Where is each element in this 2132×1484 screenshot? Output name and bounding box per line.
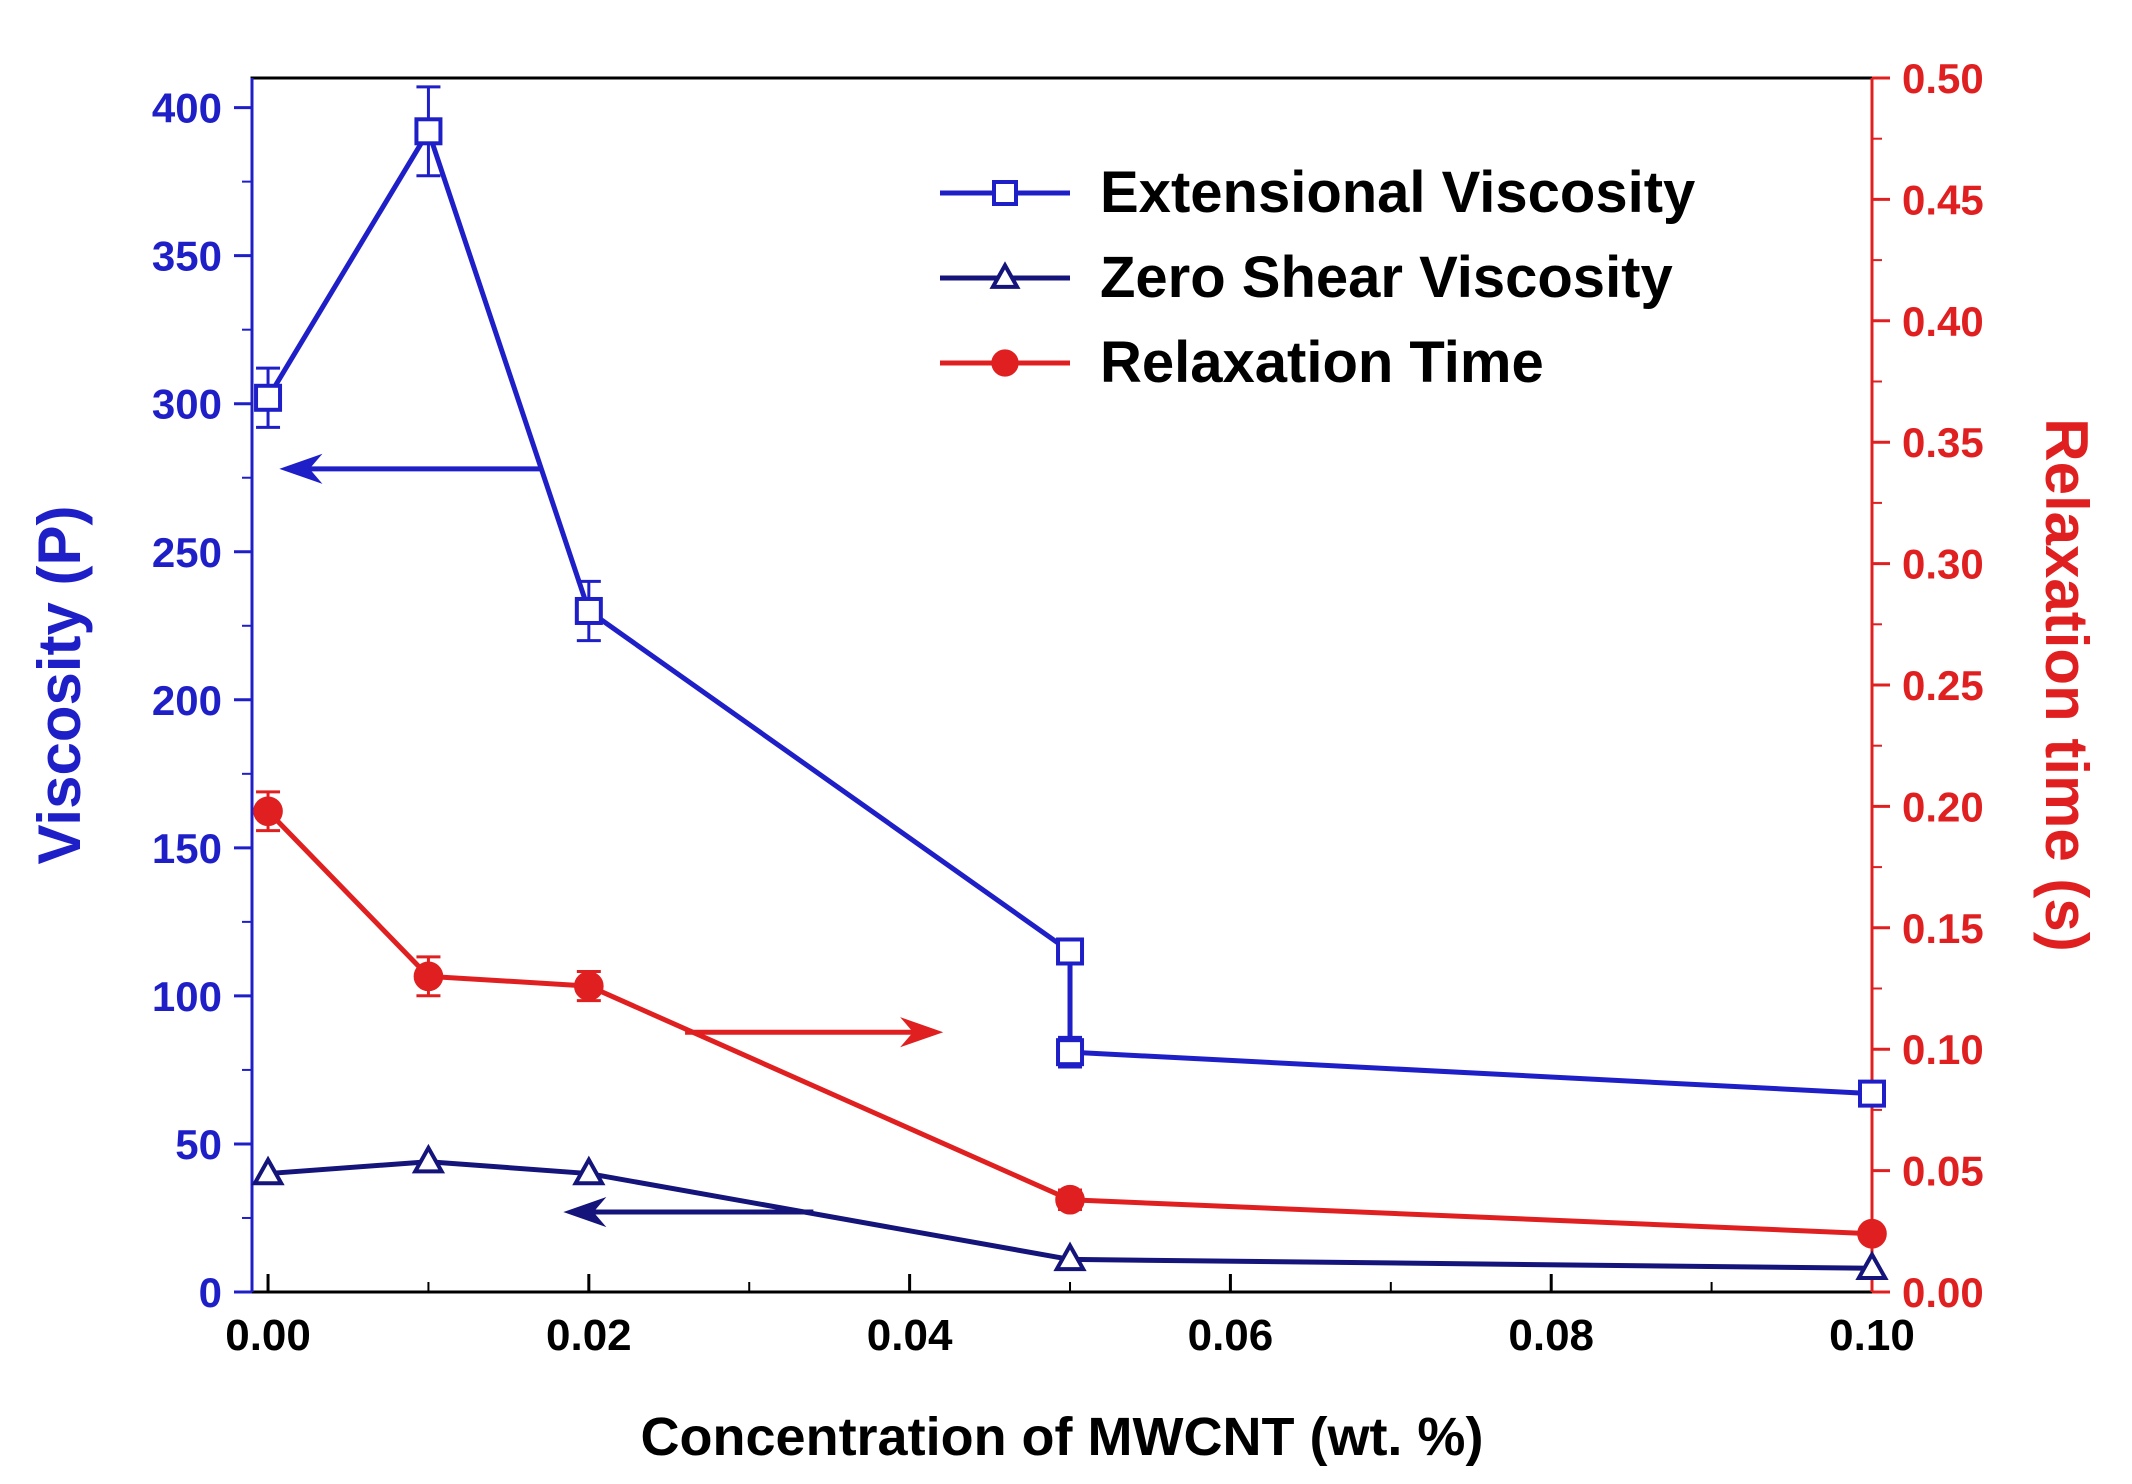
left-y-tick-label: 150 [152,825,222,872]
series-layer [251,85,1889,1280]
data-point [572,1155,606,1186]
right-y-tick-label: 0.45 [1902,176,1984,223]
legend-entry: Relaxation Time [940,330,1544,395]
x-tick-label: 0.04 [867,1311,953,1360]
data-point [1053,1241,1087,1272]
data-point [251,1155,285,1186]
data-point [1855,1250,1889,1280]
series-relaxation-time [253,790,1887,1249]
direction-arrow [685,1017,944,1048]
series-line [265,128,1873,1097]
left-y-tick-label: 100 [152,973,222,1020]
left-y-tick-label: 0 [199,1269,222,1316]
direction-arrow [563,1196,814,1228]
direction-arrow [279,453,541,484]
right-y-tick-label: 0.00 [1902,1269,1984,1316]
data-point [414,117,443,146]
left-y-axis: 0 50 100 150 200 250 300 350 400 [152,78,254,1316]
left-y-axis-title: Viscosity (P) [26,505,93,864]
data-point [1857,1218,1887,1249]
x-tick-label: 0.08 [1508,1311,1594,1360]
right-y-tick-label: 0.10 [1902,1026,1984,1073]
arrow-head [563,1196,607,1228]
x-tick-label: 0.00 [225,1311,311,1360]
left-y-tick-label: 300 [152,381,222,428]
right-y-tick-label: 0.50 [1902,55,1984,102]
data-point [1858,1079,1886,1108]
data-point [413,961,444,992]
x-tick-label: 0.02 [546,1311,632,1360]
right-y-tick-label: 0.05 [1902,1148,1984,1195]
data-point [574,596,603,625]
right-y-axis: 0.00 0.05 0.10 0.15 0.20 0.25 0.30 0.35 0.40 0.45… [1870,55,1984,1316]
legend-marker [989,261,1021,289]
data-point [411,1143,446,1174]
arrow-head [279,453,323,484]
left-y-tick-label: 200 [152,677,222,724]
legend-marker [991,349,1019,377]
annotation-layer [279,453,944,1228]
x-tick-label: 0.10 [1829,1311,1915,1360]
right-y-tick-label: 0.15 [1902,905,1984,952]
legend-entry: Extensional Viscosity [940,160,1695,225]
legend-label: Relaxation Time [1100,330,1544,395]
arrow-head [900,1017,944,1048]
legend-label: Extensional Viscosity [1100,160,1695,225]
legend-label: Zero Shear Viscosity [1100,245,1673,310]
data-point [1056,937,1085,966]
left-y-tick-label: 50 [175,1121,222,1168]
left-y-tick-label: 350 [152,233,222,280]
right-y-tick-label: 0.25 [1902,662,1984,709]
right-y-tick-label: 0.35 [1902,419,1984,466]
series-zero-shear-viscosity [251,1143,1889,1280]
right-y-tick-label: 0.20 [1902,783,1984,830]
data-point [1056,1038,1085,1067]
legend: Extensional Viscosity Zero Shear Viscosit… [940,160,1695,395]
data-point [253,796,283,827]
x-axis-title: Concentration of MWCNT (wt. %) [641,1407,1484,1467]
legend-marker [992,180,1018,206]
right-y-axis-title: Relaxation time (s) [2033,418,2100,951]
left-y-tick-label: 250 [152,529,222,576]
series-extensional-viscosity [254,85,1886,1108]
right-y-tick-label: 0.30 [1902,541,1984,588]
data-point [574,971,604,1001]
right-y-tick-label: 0.40 [1902,298,1984,345]
data-point [1055,1184,1085,1215]
x-tick-label: 0.06 [1188,1311,1274,1360]
left-y-tick-label: 400 [152,85,222,132]
data-point [254,383,283,412]
x-axis: 0.00 0.02 0.04 0.06 0.08 0.10 [225,1274,1915,1360]
legend-entry: Zero Shear Viscosity [940,245,1673,310]
